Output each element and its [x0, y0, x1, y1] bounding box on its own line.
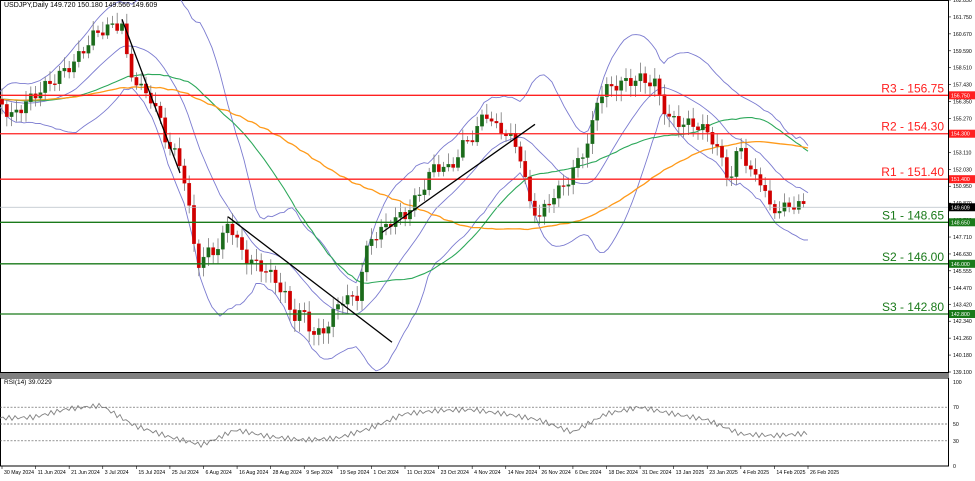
x-axis-tick-label: 25 Jul 2024	[172, 470, 199, 476]
svg-text:154.300: 154.300	[951, 132, 970, 138]
y-axis-tick-label: 140.180	[953, 353, 972, 359]
x-axis-tick-label: 13 Jan 2025	[676, 470, 705, 476]
x-axis-tick-label: 16 Aug 2024	[239, 470, 268, 476]
panel-separator[interactable]	[0, 373, 949, 377]
rsi-axis-tick-label: 70	[953, 405, 959, 411]
bollinger-middle	[0, 45, 809, 316]
x-axis-tick-label: 23 Jan 2025	[709, 470, 738, 476]
y-axis-tick-label: 158.510	[953, 66, 972, 72]
svg-text:148.650: 148.650	[951, 220, 970, 226]
level-price-tag	[949, 309, 975, 318]
level-price-tag	[949, 218, 975, 227]
current-price-tag	[949, 203, 975, 212]
level-label: R2 - 154.30	[881, 120, 944, 134]
level-label: S1 - 148.65	[882, 208, 944, 222]
y-axis-tick-label: 145.555	[953, 269, 972, 275]
x-axis-tick-label: 19 Sep 2024	[340, 470, 370, 476]
svg-text:151.400: 151.400	[951, 177, 970, 183]
level-label: R3 - 156.75	[881, 81, 944, 95]
y-axis-tick-label: 146.630	[953, 252, 972, 258]
x-axis-tick-label: 9 Sep 2024	[306, 470, 333, 476]
x-axis-tick-label: 6 Dec 2024	[575, 470, 602, 476]
x-axis-tick-label: 14 Nov 2024	[508, 470, 538, 476]
y-axis-tick-label: 155.270	[953, 117, 972, 123]
y-axis-tick-label: 156.350	[953, 100, 972, 106]
x-axis-tick-label: 18 Dec 2024	[609, 470, 639, 476]
level-label: S3 - 142.80	[882, 300, 944, 314]
trendline-downtrend-jul[interactable]	[121, 19, 181, 174]
rsi-title: RSI(14) 39.0229	[4, 379, 52, 386]
y-axis-tick-label: 160.670	[953, 32, 972, 38]
rsi-axis-tick-label: 50	[953, 422, 959, 428]
x-axis-tick-label: 23 Oct 2024	[441, 470, 469, 476]
level-price-tag	[949, 259, 975, 268]
x-axis-tick-label: 28 Aug 2024	[273, 470, 302, 476]
level-price-tag	[949, 91, 975, 100]
svg-text:149.609: 149.609	[951, 205, 970, 211]
x-axis-tick-label: 11 Jun 2024	[38, 470, 66, 476]
y-axis-tick-label: 157.430	[953, 83, 972, 89]
symbol-title: USDJPY,Daily 149.720 150.180 149.566 149…	[4, 2, 158, 9]
y-axis-tick-label: 159.590	[953, 49, 972, 55]
y-axis-tick-label: 153.110	[953, 150, 971, 156]
y-axis-tick-label: 141.260	[953, 336, 972, 342]
trendline-downtrend-aug-sep[interactable]	[227, 216, 393, 343]
svg-text:142.800: 142.800	[951, 312, 970, 318]
rsi-axis-tick-label: 30	[953, 439, 959, 445]
x-axis-tick-label: 31 Dec 2024	[642, 470, 672, 476]
x-axis-tick-label: 3 Jul 2024	[105, 470, 129, 476]
y-axis-tick-label: 150.950	[953, 184, 972, 190]
level-label: S2 - 146.00	[882, 250, 944, 264]
level-label: R1 - 151.40	[881, 165, 944, 179]
x-axis-tick-label: 30 May 2024	[4, 470, 34, 476]
y-axis-tick-label: 142.340	[953, 319, 972, 325]
main-plot-frame	[0, 0, 949, 373]
x-axis-tick-label: 4 Feb 2025	[743, 470, 769, 476]
x-axis-tick-label: 26 Nov 2024	[541, 470, 571, 476]
bollinger-lower	[0, 87, 809, 372]
y-axis-tick-label: 152.030	[953, 167, 972, 173]
x-axis-tick-label: 4 Nov 2024	[474, 470, 501, 476]
x-axis-tick-label: 11 Oct 2024	[407, 470, 435, 476]
level-price-tag	[949, 129, 975, 138]
rsi-axis-tick-label: 0	[953, 464, 956, 470]
moving-average-fast	[0, 73, 809, 284]
y-axis-tick-label: 144.470	[953, 286, 972, 292]
y-axis-tick-label: 139.100	[953, 370, 972, 376]
x-axis-tick-label: 6 Aug 2024	[206, 470, 232, 476]
y-axis-tick-label: 162.830	[953, 0, 972, 4]
x-axis-tick-label: 1 Oct 2024	[373, 470, 398, 476]
moving-average-slow	[0, 85, 809, 231]
y-axis-tick-label: 147.710	[953, 235, 972, 241]
level-price-tag	[949, 175, 975, 184]
rsi-line	[0, 402, 808, 449]
x-axis-tick-label: 21 Jun 2024	[71, 470, 100, 476]
x-axis-tick-label: 15 Jul 2024	[138, 470, 165, 476]
x-axis-tick-label: 26 Feb 2025	[810, 470, 839, 476]
rsi-axis-tick-label: 100	[953, 380, 962, 386]
svg-text:146.000: 146.000	[951, 262, 970, 268]
x-axis-tick-label: 14 Feb 2025	[776, 470, 805, 476]
trendline-uptrend-oct-nov[interactable]	[381, 123, 536, 234]
candles	[0, 12, 806, 346]
y-axis-tick-label: 143.420	[953, 302, 972, 308]
rsi-plot-frame	[0, 377, 949, 467]
svg-text:156.750: 156.750	[951, 93, 970, 99]
y-axis-tick-label: 161.750	[953, 15, 972, 21]
bollinger-upper	[0, 0, 809, 284]
